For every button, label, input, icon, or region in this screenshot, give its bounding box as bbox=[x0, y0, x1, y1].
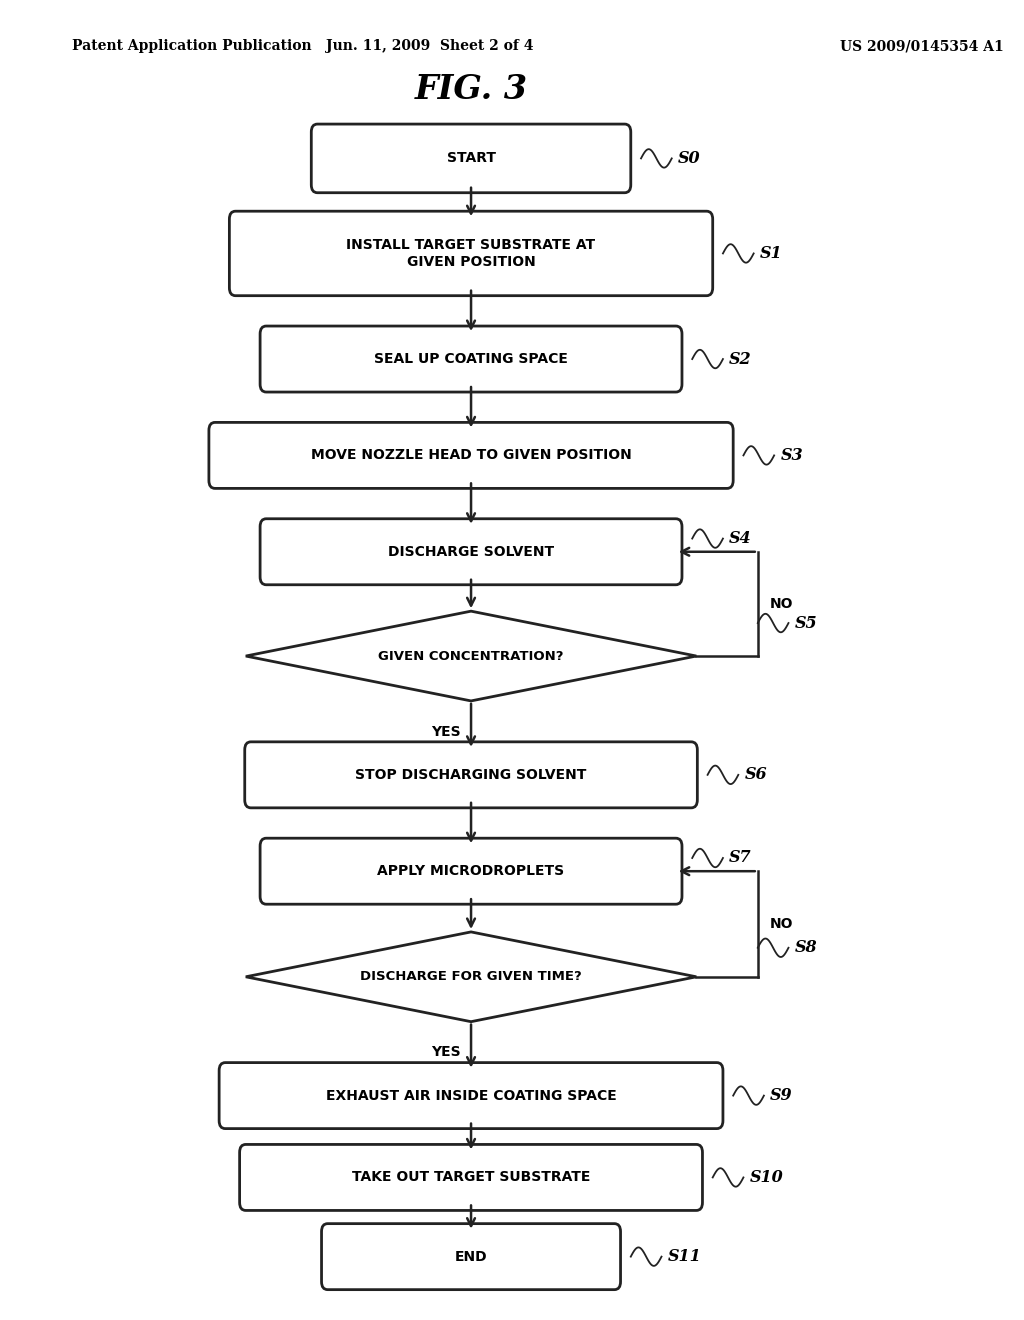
Text: S8: S8 bbox=[795, 940, 817, 956]
FancyBboxPatch shape bbox=[260, 519, 682, 585]
Text: S3: S3 bbox=[780, 447, 803, 463]
Text: START: START bbox=[446, 152, 496, 165]
FancyBboxPatch shape bbox=[260, 326, 682, 392]
Text: YES: YES bbox=[431, 1045, 460, 1060]
Text: US 2009/0145354 A1: US 2009/0145354 A1 bbox=[840, 40, 1004, 53]
Text: S9: S9 bbox=[770, 1088, 793, 1104]
Text: DISCHARGE SOLVENT: DISCHARGE SOLVENT bbox=[388, 545, 554, 558]
Text: NO: NO bbox=[770, 917, 794, 931]
FancyBboxPatch shape bbox=[260, 838, 682, 904]
Text: S4: S4 bbox=[729, 531, 752, 546]
FancyBboxPatch shape bbox=[240, 1144, 702, 1210]
Text: STOP DISCHARGING SOLVENT: STOP DISCHARGING SOLVENT bbox=[355, 768, 587, 781]
Text: MOVE NOZZLE HEAD TO GIVEN POSITION: MOVE NOZZLE HEAD TO GIVEN POSITION bbox=[310, 449, 632, 462]
Text: S10: S10 bbox=[750, 1170, 783, 1185]
Text: APPLY MICRODROPLETS: APPLY MICRODROPLETS bbox=[378, 865, 564, 878]
Text: END: END bbox=[455, 1250, 487, 1263]
Text: FIG. 3: FIG. 3 bbox=[415, 73, 527, 107]
Text: S0: S0 bbox=[678, 150, 700, 166]
Text: YES: YES bbox=[431, 725, 460, 739]
FancyBboxPatch shape bbox=[311, 124, 631, 193]
Text: S1: S1 bbox=[760, 246, 782, 261]
Text: INSTALL TARGET SUBSTRATE AT
GIVEN POSITION: INSTALL TARGET SUBSTRATE AT GIVEN POSITI… bbox=[346, 239, 596, 268]
Text: S2: S2 bbox=[729, 351, 752, 367]
Text: S5: S5 bbox=[795, 615, 817, 631]
Text: NO: NO bbox=[770, 597, 794, 611]
Polygon shape bbox=[246, 932, 696, 1022]
FancyBboxPatch shape bbox=[209, 422, 733, 488]
Text: SEAL UP COATING SPACE: SEAL UP COATING SPACE bbox=[374, 352, 568, 366]
Text: EXHAUST AIR INSIDE COATING SPACE: EXHAUST AIR INSIDE COATING SPACE bbox=[326, 1089, 616, 1102]
FancyBboxPatch shape bbox=[245, 742, 697, 808]
Text: S7: S7 bbox=[729, 850, 752, 866]
FancyBboxPatch shape bbox=[219, 1063, 723, 1129]
Text: Jun. 11, 2009  Sheet 2 of 4: Jun. 11, 2009 Sheet 2 of 4 bbox=[327, 40, 534, 53]
FancyBboxPatch shape bbox=[322, 1224, 621, 1290]
Text: GIVEN CONCENTRATION?: GIVEN CONCENTRATION? bbox=[378, 649, 564, 663]
Polygon shape bbox=[246, 611, 696, 701]
Text: S11: S11 bbox=[668, 1249, 701, 1265]
Text: S6: S6 bbox=[744, 767, 767, 783]
Text: DISCHARGE FOR GIVEN TIME?: DISCHARGE FOR GIVEN TIME? bbox=[360, 970, 582, 983]
Text: Patent Application Publication: Patent Application Publication bbox=[72, 40, 311, 53]
Text: TAKE OUT TARGET SUBSTRATE: TAKE OUT TARGET SUBSTRATE bbox=[352, 1171, 590, 1184]
FancyBboxPatch shape bbox=[229, 211, 713, 296]
